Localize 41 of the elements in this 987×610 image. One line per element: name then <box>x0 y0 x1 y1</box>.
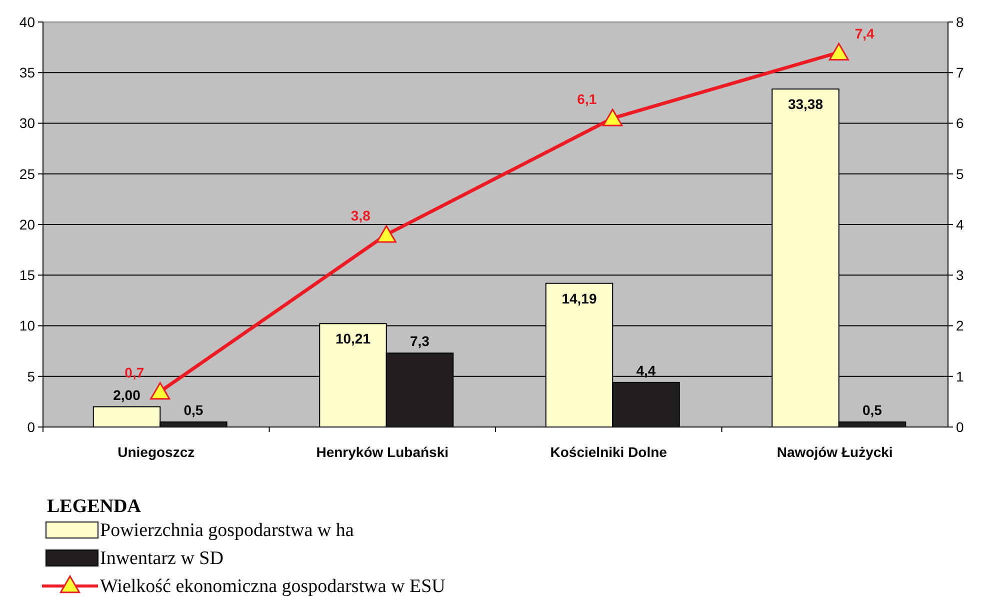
point <box>376 225 396 243</box>
data-label: 4,4 <box>636 362 656 378</box>
y2-tick-label: 8 <box>956 14 964 30</box>
y-tick-label: 30 <box>19 115 36 132</box>
data-label: 0,5 <box>184 402 204 418</box>
legend-title: LEGENDA <box>47 496 142 517</box>
data-label: 0,5 <box>862 402 882 418</box>
data-label: 6,1 <box>577 91 597 108</box>
y2-tick-label: 1 <box>956 368 964 384</box>
legend-label: Powierzchnia gospodarstwa w ha <box>100 520 354 541</box>
legend-label: Inwentarz w SD <box>100 548 224 569</box>
data-label: 10,21 <box>335 330 371 347</box>
y-tick-label: 5 <box>27 368 36 384</box>
legend-label: Wielkość ekonomiczna gospodarstwa w ESU <box>100 576 446 597</box>
y-tick-label: 10 <box>19 318 36 334</box>
y2-tick-label: 3 <box>956 267 964 284</box>
data-label: 7,3 <box>410 333 430 350</box>
y2-tick-label: 0 <box>956 418 964 435</box>
y2-tick-label: 7 <box>956 64 964 81</box>
x-tick-label: Kościelniki Dolne <box>550 444 668 460</box>
y-tick-label: 40 <box>19 14 36 30</box>
x-tick-label: Uniegoszcz <box>118 444 195 460</box>
y2-tick-label: 6 <box>956 115 964 132</box>
y2-tick-label: 4 <box>956 216 964 232</box>
y-tick-label: 35 <box>19 64 36 81</box>
y2-tick-label: 2 <box>956 318 964 334</box>
x-tick-label: Nawojów Łużycki <box>776 444 893 460</box>
x-tick-label: Henryków Lubański <box>316 444 449 460</box>
point <box>150 382 170 400</box>
data-label: 2,00 <box>113 386 141 403</box>
y-tick-label: 25 <box>19 166 36 182</box>
data-label: 7,4 <box>854 25 875 42</box>
y-tick-label: 15 <box>19 267 36 284</box>
data-label: 3,8 <box>350 208 371 224</box>
y-tick-label: 0 <box>27 418 36 435</box>
point <box>828 42 849 60</box>
y-tick-label: 20 <box>19 216 36 232</box>
data-label: 14,19 <box>562 290 597 306</box>
data-label: 33,38 <box>788 96 824 112</box>
point <box>602 108 623 126</box>
y2-tick-label: 5 <box>956 166 964 182</box>
